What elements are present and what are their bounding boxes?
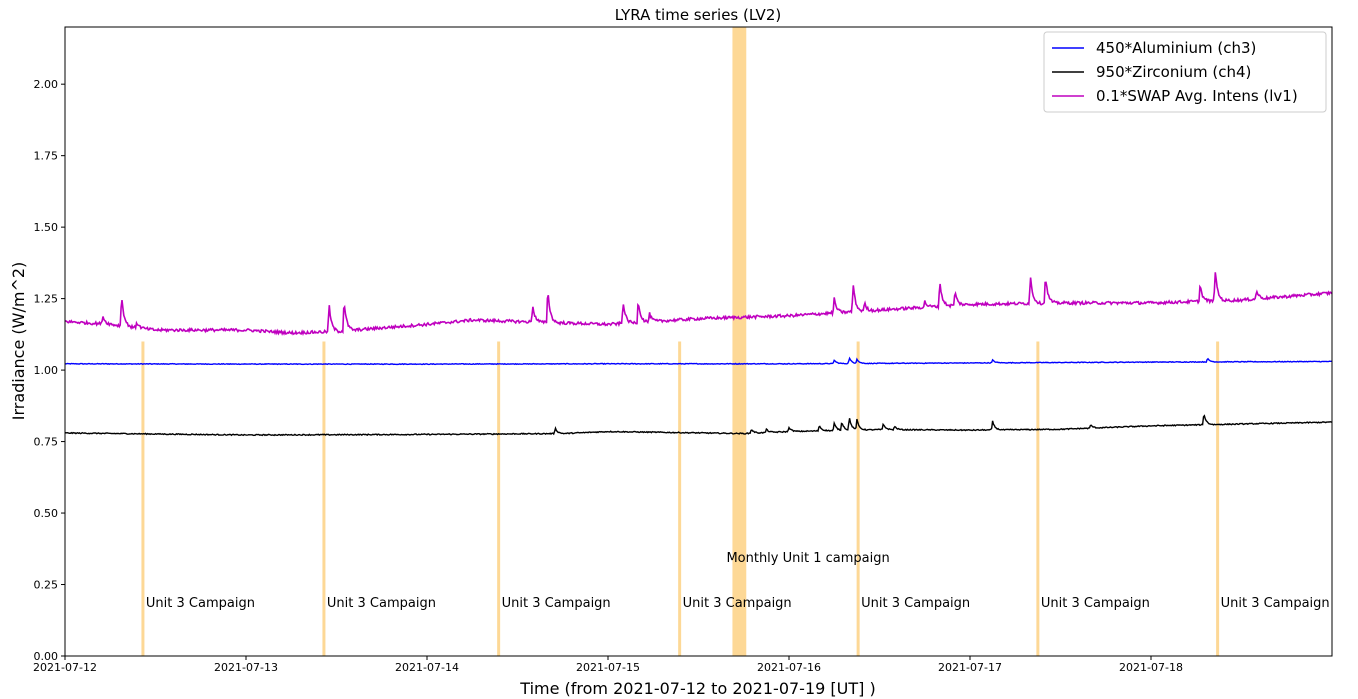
x-tick-label: 2021-07-16 (757, 661, 821, 674)
series-line (64, 414, 1333, 437)
x-axis-title: Time (from 2021-07-12 to 2021-07-19 [UT]… (519, 679, 875, 698)
campaign-label: Unit 3 Campaign (502, 596, 611, 611)
campaign-marker (1216, 341, 1220, 656)
plot-frame (64, 26, 1333, 657)
annotations: Unit 3 Campaign Unit 3 Campaign Unit 3 Cam… (146, 551, 1330, 611)
legend-label: 0.1*SWAP Avg. Intens (lv1) (1096, 87, 1298, 105)
campaign-marker (141, 341, 145, 656)
axis-ticks: 0.00 0.25 0.50 0.75 1.00 1.25 1.50 1.75 2.00 2021… (33, 78, 1183, 674)
x-tick-label: 2021-07-14 (395, 661, 459, 674)
campaign-marker (1036, 341, 1040, 656)
campaign-marker (497, 341, 501, 656)
x-tick-label: 2021-07-17 (938, 661, 1002, 674)
campaign-label: Unit 3 Campaign (146, 596, 255, 611)
y-axis-title: Irradiance (W/m^2) (9, 262, 28, 421)
series-lines (64, 272, 1333, 437)
y-tick-label: 0.75 (34, 436, 59, 449)
chart-title: LYRA time series (LV2) (615, 6, 781, 24)
campaign-label: Unit 3 Campaign (1041, 596, 1150, 611)
x-tick-label: 2021-07-15 (576, 661, 640, 674)
campaign-marker (678, 341, 682, 656)
campaign-label: Unit 3 Campaign (683, 596, 792, 611)
campaign-markers (141, 27, 1220, 656)
campaign-label: Unit 3 Campaign (1221, 596, 1330, 611)
x-tick-label: 2021-07-13 (214, 661, 278, 674)
y-tick-label: 2.00 (34, 78, 59, 91)
y-tick-label: 1.00 (34, 364, 59, 377)
monthly-campaign-label: Monthly Unit 1 campaign (726, 551, 889, 566)
x-tick-label: 2021-07-18 (1119, 661, 1183, 674)
y-tick-label: 0.25 (34, 579, 59, 592)
legend-box (1043, 31, 1327, 113)
campaign-marker (856, 341, 860, 656)
monthly-campaign-band (732, 27, 747, 656)
y-tick-label: 1.50 (34, 221, 59, 234)
series-line (64, 272, 1333, 337)
campaign-label: Unit 3 Campaign (327, 596, 436, 611)
campaign-label: Unit 3 Campaign (861, 596, 970, 611)
y-tick-label: 0.00 (34, 650, 59, 663)
campaign-marker (322, 341, 326, 656)
y-tick-label: 0.50 (34, 507, 59, 520)
legend-label: 450*Aluminium (ch3) (1096, 39, 1256, 57)
legend: 450*Aluminium (ch3) 950*Zirconium (ch4) 0.… (1043, 31, 1327, 113)
x-tick-label: 2021-07-12 (33, 661, 97, 674)
y-tick-label: 1.75 (34, 150, 59, 163)
legend-label: 950*Zirconium (ch4) (1096, 63, 1251, 81)
y-tick-label: 1.25 (34, 293, 59, 306)
series-line (64, 356, 1332, 366)
